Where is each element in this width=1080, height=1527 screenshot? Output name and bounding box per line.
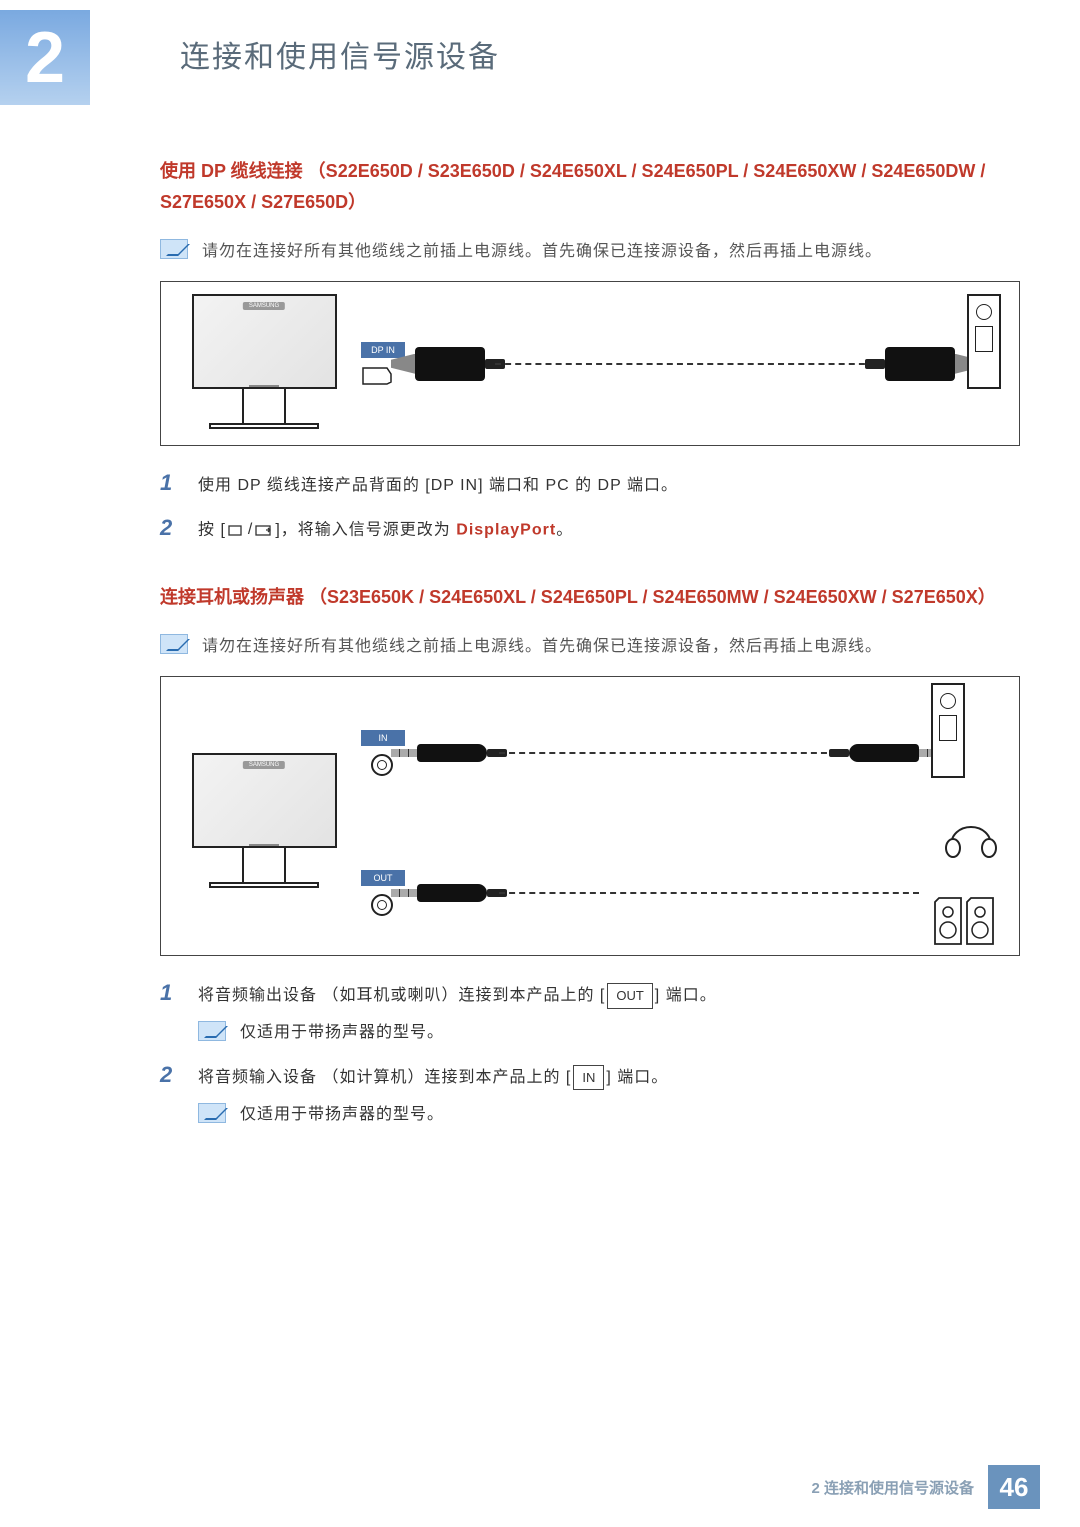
step-text-a: 按 [ [198,522,226,539]
sub-note: 仅适用于带扬声器的型号。 [198,1019,1020,1048]
audio-plug [849,744,919,762]
audio-jack-icon [371,894,393,916]
page: 2 连接和使用信号源设备 使用 DP 缆线连接 （S22E650D / S23E… [0,0,1080,1527]
step-row: 2 将音频输入设备 （如计算机）连接到本产品上的 [IN] 端口。 仅适用于带扬… [160,1062,1020,1130]
monitor-stand [242,846,286,884]
pc-illustration [931,683,965,778]
step-text-a: 将音频输入设备 （如计算机）连接到本产品上的 [ [198,1069,571,1086]
step-text: 将音频输出设备 （如耳机或喇叭）连接到本产品上的 [OUT] 端口。 仅适用于带… [198,982,1020,1048]
audio-cable-col: IN OUT [361,697,919,948]
port-label-in: IN [361,730,405,746]
monitor-brand: SAMSUNG [243,761,285,769]
note-icon [160,634,188,654]
in-badge: IN [573,1065,604,1090]
dp-port-icon [361,366,393,386]
audio-row-in: IN [361,730,919,776]
cable-line [499,752,837,754]
port-label-dpin: DP IN [361,342,405,358]
pc-illustration [967,294,1001,389]
note-dp: 请勿在连接好所有其他缆线之前插上电源线。首先确保已连接源设备，然后再插上电源线。 [160,237,1020,261]
chapter-title: 连接和使用信号源设备 [90,0,1020,76]
section-heading-dp: 使用 DP 缆线连接 （S22E650D / S23E650D / S24E65… [160,156,1020,217]
step-text-b: ]，将输入信号源更改为 [275,522,456,539]
steps-dp: 1 使用 DP 缆线连接产品背面的 [DP IN] 端口和 PC 的 DP 端口… [160,470,1020,546]
step-text-b: ] 端口。 [655,987,717,1004]
step-number: 1 [160,470,180,496]
port-label-out: OUT [361,870,405,886]
chapter-number-tab: 2 [0,10,90,105]
note-audio: 请勿在连接好所有其他缆线之前插上电源线。首先确保已连接源设备，然后再插上电源线。 [160,632,1020,656]
section-heading-audio: 连接耳机或扬声器 （S23E650K / S24E650XL / S24E650… [160,582,1020,613]
step-text: 使用 DP 缆线连接产品背面的 [DP IN] 端口和 PC 的 DP 端口。 [198,472,1020,501]
step-row: 2 按 [/]，将输入信号源更改为 DisplayPort。 [160,515,1020,546]
monitor-illustration: SAMSUNG [179,753,349,893]
monitor-brand: SAMSUNG [243,302,285,310]
step-text-c: 。 [556,522,573,539]
monitor-illustration: SAMSUNG [179,294,349,434]
sub-note: 仅适用于带扬声器的型号。 [198,1101,1020,1130]
footer-title: 连接和使用信号源设备 [824,1480,974,1497]
monitor-col: SAMSUNG [179,697,349,948]
dp-plug-right [885,347,955,381]
audio-plug [417,884,487,902]
page-number: 46 [988,1465,1040,1509]
monitor-screen: SAMSUNG [192,294,337,389]
cable-line [495,363,875,365]
step-number: 1 [160,980,180,1006]
cable-row: DP IN [361,342,955,386]
audio-row-out: OUT [361,870,919,916]
step-keyword: DisplayPort [456,522,556,539]
dp-plug-left [415,347,485,381]
page-content: 使用 DP 缆线连接 （S22E650D / S23E650D / S24E65… [90,76,1020,1130]
note-text: 请勿在连接好所有其他缆线之前插上电源线。首先确保已连接源设备，然后再插上电源线。 [202,632,882,656]
diagram-dp: SAMSUNG DP IN [160,281,1020,446]
note-icon [198,1021,226,1041]
out-badge: OUT [607,983,652,1008]
diagram-audio: SAMSUNG IN OU [160,676,1020,956]
chapter-tab: 2 [0,0,90,115]
note-icon [198,1103,226,1123]
speakers-icon [931,888,1001,948]
monitor-stand [242,387,286,425]
step-text: 将音频输入设备 （如计算机）连接到本产品上的 [IN] 端口。 仅适用于带扬声器… [198,1064,1020,1130]
page-footer: 2 连接和使用信号源设备 46 [811,1465,1040,1509]
cable-line [499,892,919,894]
sub-note-text: 仅适用于带扬声器的型号。 [240,1101,444,1130]
audio-plug [417,744,487,762]
step-text-b: ] 端口。 [606,1069,668,1086]
audio-jack-icon [371,754,393,776]
step-number: 2 [160,1062,180,1088]
step-text-a: 将音频输出设备 （如耳机或喇叭）连接到本产品上的 [ [198,987,605,1004]
steps-audio: 1 将音频输出设备 （如耳机或喇叭）连接到本产品上的 [OUT] 端口。 仅适用… [160,980,1020,1129]
footer-text: 2 连接和使用信号源设备 [811,1477,988,1498]
sub-note-text: 仅适用于带扬声器的型号。 [240,1019,444,1048]
step-row: 1 使用 DP 缆线连接产品背面的 [DP IN] 端口和 PC 的 DP 端口… [160,470,1020,501]
note-icon [160,239,188,259]
headphones-icon [941,808,1001,858]
step-text: 按 [/]，将输入信号源更改为 DisplayPort。 [198,516,1020,545]
audio-devices-col [931,697,1001,948]
footer-prefix: 2 [811,1480,819,1497]
chapter-number: 2 [25,17,65,99]
monitor-screen: SAMSUNG [192,753,337,848]
button-icons: / [228,516,273,545]
step-number: 2 [160,515,180,541]
step-row: 1 将音频输出设备 （如耳机或喇叭）连接到本产品上的 [OUT] 端口。 仅适用… [160,980,1020,1048]
note-text: 请勿在连接好所有其他缆线之前插上电源线。首先确保已连接源设备，然后再插上电源线。 [202,237,882,261]
